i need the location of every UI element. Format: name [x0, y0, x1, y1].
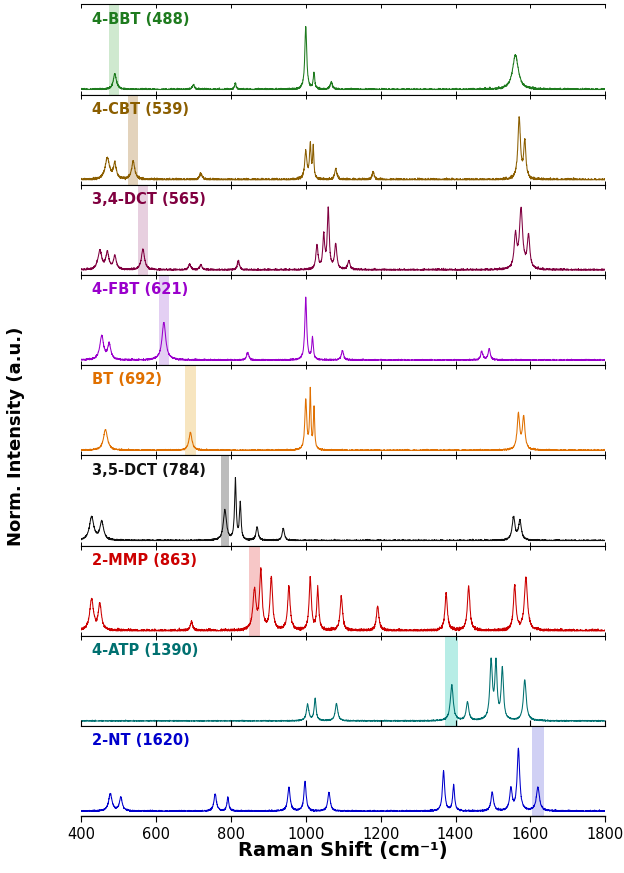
Bar: [138, 185, 148, 275]
Text: 2-MMP (863): 2-MMP (863): [92, 553, 197, 567]
Text: Norm. Intensity (a.u.): Norm. Intensity (a.u.): [7, 327, 24, 546]
Bar: [532, 726, 544, 816]
Bar: [249, 546, 260, 636]
Bar: [221, 456, 229, 546]
Text: 4-FBT (621): 4-FBT (621): [92, 282, 188, 297]
Text: Raman Shift (cm⁻¹): Raman Shift (cm⁻¹): [238, 841, 448, 860]
Bar: [128, 94, 139, 185]
Text: 3,4-DCT (565): 3,4-DCT (565): [92, 192, 205, 207]
Text: 4-BBT (488): 4-BBT (488): [92, 11, 189, 26]
Bar: [109, 4, 119, 94]
Bar: [445, 636, 458, 726]
Text: BT (692): BT (692): [92, 373, 162, 388]
Bar: [185, 365, 196, 456]
Text: 4-ATP (1390): 4-ATP (1390): [92, 643, 198, 658]
Text: 4-CBT (539): 4-CBT (539): [92, 102, 188, 117]
Text: 2-NT (1620): 2-NT (1620): [92, 733, 189, 748]
Text: 3,5-DCT (784): 3,5-DCT (784): [92, 463, 205, 478]
Bar: [158, 275, 169, 365]
